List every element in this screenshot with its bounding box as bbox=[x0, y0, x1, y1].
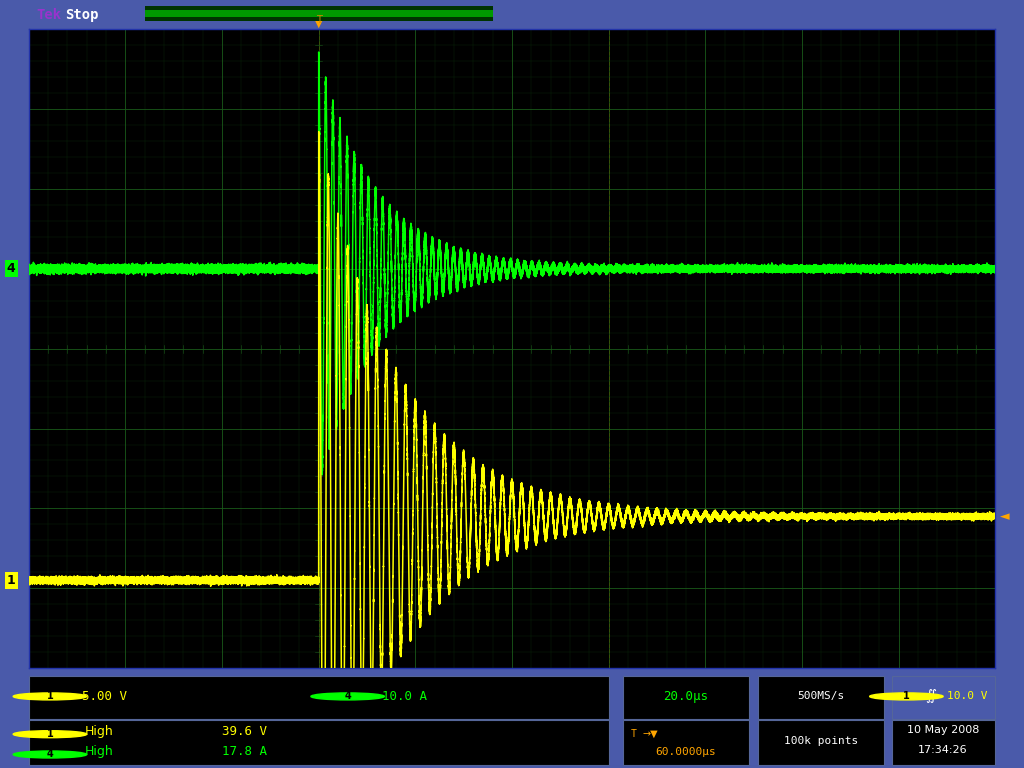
Text: 17.8 A: 17.8 A bbox=[222, 745, 267, 758]
Text: 4: 4 bbox=[46, 750, 53, 760]
Text: ▼: ▼ bbox=[315, 19, 323, 29]
Text: 5.00 V: 5.00 V bbox=[82, 690, 127, 703]
Bar bbox=[29, 676, 608, 719]
Text: Stop: Stop bbox=[66, 8, 99, 22]
Text: T: T bbox=[315, 15, 322, 25]
Bar bbox=[624, 720, 749, 765]
Circle shape bbox=[13, 730, 87, 738]
Text: ◄: ◄ bbox=[1000, 510, 1010, 523]
Text: Tek: Tek bbox=[37, 8, 61, 22]
Text: 1: 1 bbox=[7, 574, 15, 587]
Circle shape bbox=[13, 751, 87, 758]
Text: 10 May 2008: 10 May 2008 bbox=[907, 724, 979, 735]
Text: 60.0000μs: 60.0000μs bbox=[655, 746, 717, 756]
Bar bbox=[759, 720, 884, 765]
Text: 17:34:26: 17:34:26 bbox=[919, 745, 968, 755]
Text: High: High bbox=[85, 725, 114, 738]
Text: 10.0 V: 10.0 V bbox=[947, 691, 987, 701]
Bar bbox=[144, 10, 493, 17]
Text: 4: 4 bbox=[344, 691, 351, 701]
Text: 1: 1 bbox=[46, 729, 53, 740]
Text: 20.0μs: 20.0μs bbox=[664, 690, 709, 703]
Text: 500MS/s: 500MS/s bbox=[798, 691, 845, 701]
Text: 100k points: 100k points bbox=[784, 736, 858, 746]
Text: 4: 4 bbox=[7, 263, 15, 275]
Bar bbox=[144, 6, 493, 21]
Text: High: High bbox=[85, 745, 114, 758]
Bar bbox=[624, 676, 749, 719]
Circle shape bbox=[869, 693, 943, 700]
Bar bbox=[892, 720, 995, 765]
Text: 1: 1 bbox=[46, 691, 53, 701]
Text: ∯: ∯ bbox=[926, 690, 937, 703]
Text: 39.6 V: 39.6 V bbox=[222, 725, 267, 738]
Circle shape bbox=[311, 693, 384, 700]
Bar bbox=[892, 676, 995, 719]
Bar bbox=[29, 720, 608, 765]
Text: ▼: ▼ bbox=[314, 681, 323, 691]
Text: T: T bbox=[631, 729, 637, 740]
Text: →▼: →▼ bbox=[642, 729, 658, 740]
Circle shape bbox=[13, 693, 87, 700]
Text: 10.0 A: 10.0 A bbox=[382, 690, 427, 703]
Text: 1: 1 bbox=[903, 691, 909, 701]
Bar bbox=[759, 676, 884, 719]
